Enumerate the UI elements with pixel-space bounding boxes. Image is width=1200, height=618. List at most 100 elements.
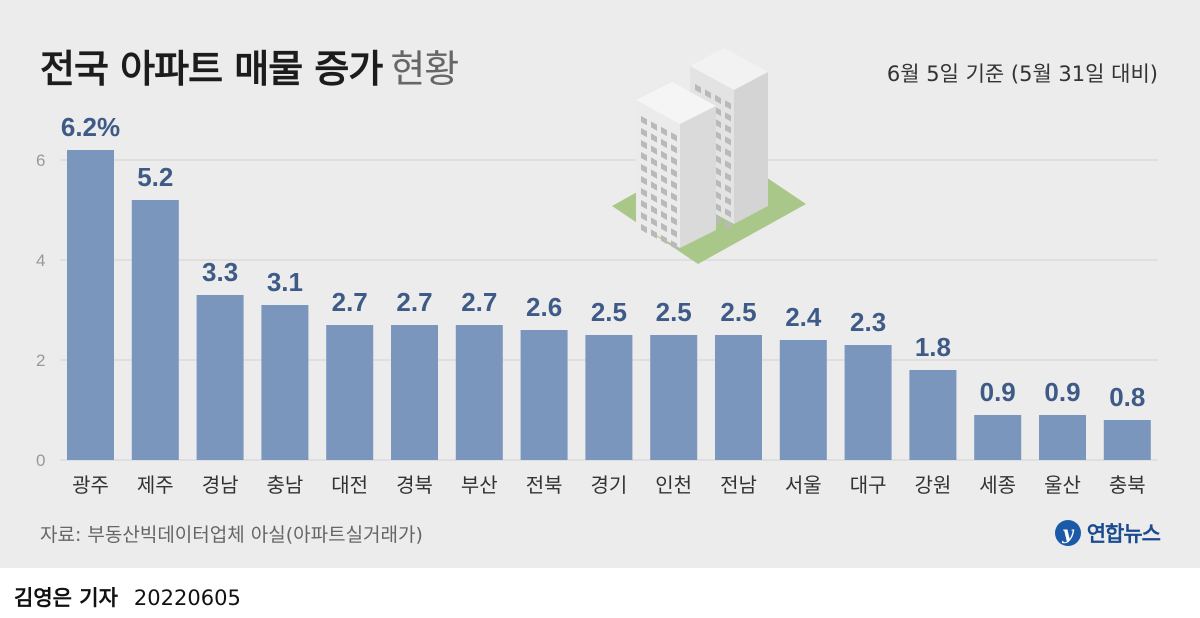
category-label: 제주 [137,473,174,497]
category-label: 충북 [1109,473,1146,497]
bar [779,340,827,460]
bar [391,325,438,460]
window [725,100,731,110]
date-note: 6월 5일 기준 (5월 31일 대비) [886,62,1158,86]
window [651,229,657,239]
category-label: 세종 [979,473,1016,497]
category-label: 경남 [202,473,239,497]
window [725,196,731,206]
value-label: 0.9 [1044,377,1080,407]
value-label: 2.4 [785,302,822,332]
y-tick-label: 6 [36,151,45,170]
category-label: 경북 [396,473,433,497]
window [671,180,677,190]
chart-panel: 전국 아파트 매물 증가 현황 6월 5일 기준 (5월 31일 대비) 0 2 4 6… [0,0,1200,568]
window [641,176,647,186]
window [641,140,647,150]
window [715,130,721,141]
window [651,121,657,131]
window [651,157,657,167]
window [715,190,721,201]
bars-layer: 6.2% 광주 5.2 제주 3.3 경남 3.1 충남 2.7 대전 2.7 경북 2.7 부산 2.6 전… [61,112,1151,497]
window [651,133,657,143]
bar [261,305,309,460]
window [661,150,667,161]
bar [196,295,244,460]
window [725,112,731,122]
y-tick-label: 4 [36,251,45,270]
bar-chart: 0 2 4 6 6.2% 광주 5.2 제주 3.3 경남 3.1 충남 2.7 대전 2.7 경북 2.7 부… [36,72,1158,497]
window [661,126,667,137]
value-label: 2.7 [332,287,368,317]
window [705,89,711,99]
window [641,212,647,222]
window [651,205,657,215]
window [715,202,721,213]
value-label: 0.8 [1109,382,1145,412]
window [671,192,677,202]
publish-date: 20220605 [133,586,241,610]
window [671,132,677,142]
chart-title-main: 전국 아파트 매물 증가 [40,47,383,91]
window [661,162,667,173]
window [641,128,647,138]
value-label: 3.3 [202,257,238,287]
window [661,210,667,221]
window [725,160,731,170]
bar [1103,420,1151,460]
window [661,174,667,185]
y-tick-label: 2 [36,351,45,370]
bar [520,330,568,460]
chart-title-sub: 현황 [390,47,459,91]
category-label: 대전 [331,473,368,497]
window [725,124,731,134]
value-label: 5.2 [137,162,173,192]
window [651,169,657,179]
byline: 김영은 기자 20220605 [14,582,241,612]
value-label: 2.6 [526,292,562,322]
value-label: 1.8 [915,332,951,362]
window [641,152,647,162]
window [641,224,647,234]
window [671,228,677,238]
window [715,142,721,153]
category-label: 인천 [655,473,692,497]
window [641,116,647,126]
value-label: 6.2% [61,112,120,142]
value-label: 2.7 [461,287,497,317]
bar [844,345,892,460]
window [671,204,677,214]
window [651,217,657,227]
value-label: 2.5 [720,297,756,327]
window [671,240,677,250]
category-label: 전북 [526,473,563,497]
bar [326,325,374,460]
window [661,138,667,149]
window [641,164,647,174]
category-label: 서울 [785,473,822,497]
category-label: 광주 [72,473,109,497]
bar [715,335,762,460]
window [661,198,667,209]
value-label: 2.7 [396,287,432,317]
category-label: 경기 [590,473,627,497]
window [725,172,731,182]
category-label: 울산 [1044,473,1081,497]
value-label: 2.3 [850,307,886,337]
window [671,168,677,178]
yonhap-logo-icon: y [1054,520,1081,546]
window [641,200,647,210]
value-label: 3.1 [267,267,303,297]
bar [650,335,698,460]
bar [67,150,114,460]
category-label: 강원 [914,473,951,497]
bar [455,325,503,460]
window [725,148,731,158]
reporter-name: 김영은 기자 [14,586,118,610]
window [715,118,721,129]
window [671,216,677,226]
window [725,184,731,194]
bar [1039,415,1086,460]
window [651,181,657,191]
y-tick-label: 0 [36,451,45,470]
